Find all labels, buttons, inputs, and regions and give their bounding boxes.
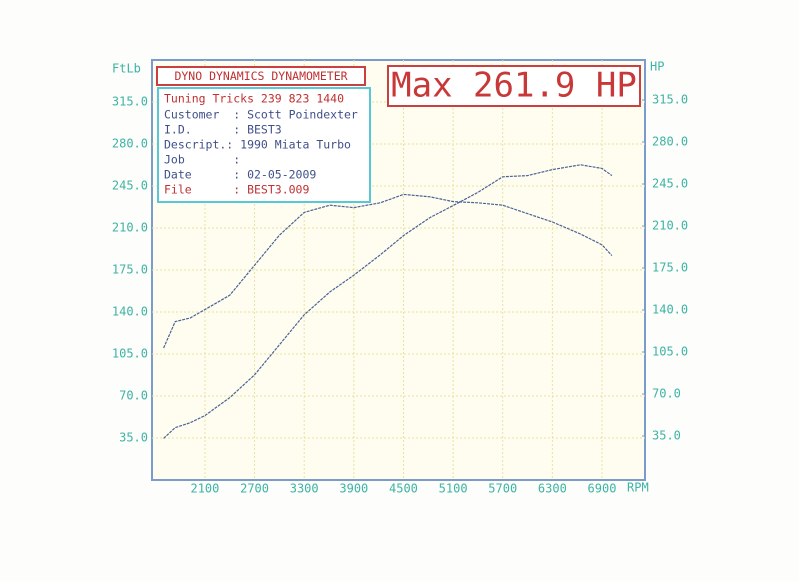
x-tick-label: 5700 (488, 482, 517, 496)
series-line (163, 193, 613, 349)
y2-tick-label: 140.0 (652, 303, 688, 317)
x-tick-label: 5100 (439, 482, 468, 496)
x-axis-label: RPM (627, 481, 649, 495)
y-tick-label: 70.0 (119, 389, 148, 403)
x-tick-label: 3300 (290, 482, 319, 496)
max-label: Max 261.9 HP (391, 66, 637, 106)
x-tick-label: 6300 (538, 482, 567, 496)
y2-tick-label: 105.0 (652, 345, 688, 359)
y2-tick-label: 245.0 (652, 177, 688, 191)
x-tick-label: 4500 (389, 482, 418, 496)
y-tick-label: 140.0 (112, 305, 148, 319)
header-title: DYNO DYNAMICS DYNAMOMETER (174, 69, 347, 83)
info-box (157, 87, 371, 203)
info-row: Date : 02-05-2009 (164, 168, 316, 182)
y-tick-label: 105.0 (112, 347, 148, 361)
y2-tick-label: 210.0 (652, 219, 688, 233)
y-tick-label: 210.0 (112, 221, 148, 235)
info-row: I.D. : BEST3 (164, 123, 282, 137)
x-tick-label: 3900 (339, 482, 368, 496)
y-tick-label: 35.0 (119, 431, 148, 445)
header-box (156, 66, 366, 86)
y-tick-label: 315.0 (112, 95, 148, 109)
y-tick-label: 175.0 (112, 263, 148, 277)
y2-tick-label: 35.0 (652, 429, 681, 443)
y2-axis-label: HP (650, 60, 664, 74)
plot-area (152, 60, 645, 480)
x-tick-label: 2700 (240, 482, 269, 496)
info-row: Customer : Scott Poindexter (164, 108, 358, 122)
y-tick-label: 280.0 (112, 137, 148, 151)
y-tick-label: 245.0 (112, 179, 148, 193)
file-row: File : BEST3.009 (164, 183, 309, 197)
x-tick-label: 6900 (588, 482, 617, 496)
y2-tick-label: 315.0 (652, 93, 688, 107)
y2-tick-label: 280.0 (652, 135, 688, 149)
y-axis-label: FtLb (112, 62, 141, 76)
info-row: Job : (164, 153, 240, 167)
y2-tick-label: 175.0 (652, 261, 688, 275)
series-line (163, 164, 613, 439)
shop-name: Tuning Tricks 239 823 1440 (164, 92, 344, 106)
info-row: Descript.: 1990 Miata Turbo (164, 138, 351, 152)
y2-tick-label: 70.0 (652, 387, 681, 401)
x-tick-label: 2100 (190, 482, 219, 496)
max-box (387, 65, 641, 107)
